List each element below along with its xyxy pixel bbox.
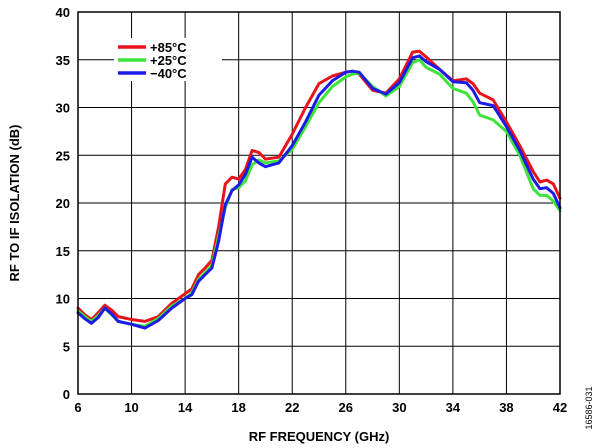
series-line (76, 58, 562, 328)
x-tick-label: 34 (446, 400, 461, 415)
y-tick-label: 25 (56, 148, 70, 163)
series-lines (76, 49, 562, 330)
legend-label: −40°C (150, 66, 187, 81)
y-tick-label: 30 (56, 101, 70, 116)
x-tick-labels: 6 10 14 18 22 26 30 34 38 42 (74, 400, 567, 415)
y-tick-label: 10 (56, 292, 70, 307)
x-tick-label: 10 (124, 400, 138, 415)
x-tick-label: 22 (285, 400, 299, 415)
x-tick-label: 26 (339, 400, 353, 415)
y-tick-label: 5 (63, 339, 70, 354)
y-tick-label: 15 (56, 244, 70, 259)
x-tick-label: 42 (553, 400, 567, 415)
x-tick-label: 38 (499, 400, 513, 415)
legend: +85°C+25°C−40°C (114, 38, 222, 81)
y-tick-label: 20 (56, 196, 70, 211)
plot-frame (77, 11, 561, 395)
series-line (76, 49, 562, 323)
x-axis-title: RF FREQUENCY (GHz) (249, 429, 390, 444)
series-line (76, 54, 562, 330)
y-tick-label: 40 (56, 5, 70, 20)
y-axis-title: RF TO IF ISOLATION (dB) (7, 125, 22, 282)
x-tick-label: 14 (178, 400, 193, 415)
y-tick-labels: 0 5 10 15 20 25 30 35 40 (56, 5, 70, 402)
legend-label: +25°C (150, 53, 187, 68)
legend-label: +85°C (150, 40, 187, 55)
x-tick-label: 18 (231, 400, 245, 415)
x-tick-label: 6 (74, 400, 81, 415)
figure-id: 16586-031 (584, 386, 594, 429)
y-tick-label: 0 (63, 387, 70, 402)
y-tick-label: 35 (56, 53, 70, 68)
x-tick-label: 30 (392, 400, 406, 415)
